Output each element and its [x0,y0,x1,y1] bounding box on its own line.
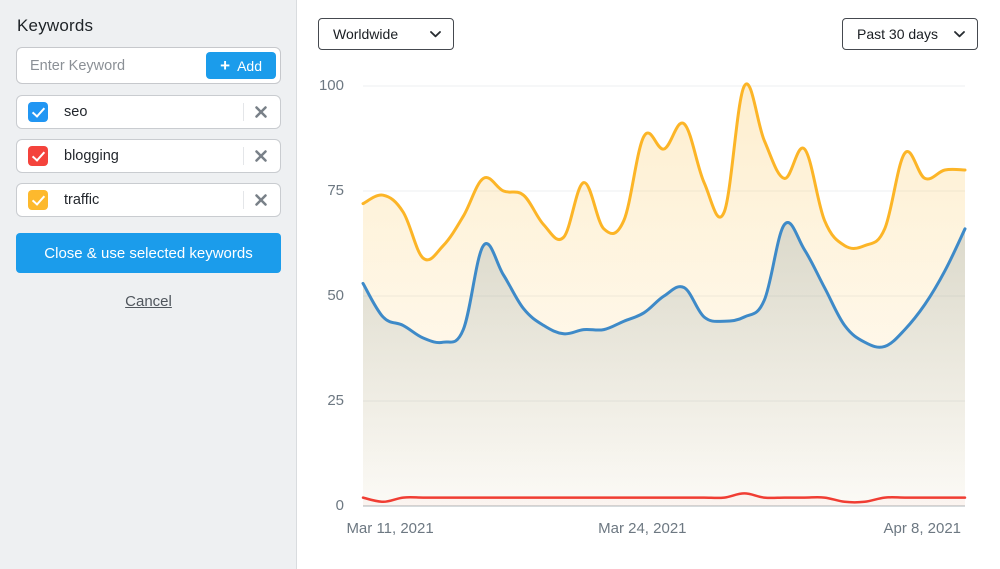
remove-x-icon [255,194,267,206]
remove-keyword-button[interactable] [249,144,273,168]
y-axis-tick-label: 100 [318,77,344,94]
keyword-input-group: + Add [16,47,281,84]
keywords-panel: Keywords + Add seo blogging [0,0,297,569]
x-axis-tick-label: Mar 24, 2021 [598,520,687,537]
series-blogging-area [363,493,965,506]
keyword-list: seo blogging traffic [16,95,281,217]
row-divider [243,103,244,121]
x-axis-tick-label: Mar 11, 2021 [346,520,434,537]
keyword-checkbox[interactable] [28,146,48,166]
chart-canvas [361,82,967,507]
date-range-dropdown-value: Past 30 days [857,26,938,42]
add-button-label: Add [237,57,262,74]
keyword-row: blogging [16,139,281,173]
checkmark-icon [31,148,45,162]
remove-x-icon [255,150,267,162]
main-panel: Worldwide Past 30 days 0 25 50 75 100 Mar 11… [298,0,1000,569]
region-dropdown-value: Worldwide [333,26,399,42]
row-divider [243,191,244,209]
keyword-label: seo [64,104,88,120]
keyword-row: seo [16,95,281,129]
y-axis-tick-label: 25 [327,392,344,409]
panel-title: Keywords [17,16,94,35]
x-axis-tick-label: Apr 8, 2021 [883,520,962,537]
y-axis-tick-label: 75 [327,182,344,199]
date-range-dropdown[interactable]: Past 30 days [842,18,978,50]
series-traffic-line [361,82,967,262]
keyword-input[interactable] [17,48,208,83]
add-keyword-button[interactable]: + Add [206,52,276,79]
y-axis: 0 25 50 75 100 [298,77,344,514]
keyword-row: traffic [16,183,281,217]
remove-x-icon [255,106,267,118]
chevron-down-icon [954,30,965,37]
plus-icon: + [220,55,231,75]
checkmark-icon [31,192,45,206]
checkmark-icon [31,104,45,118]
remove-keyword-button[interactable] [249,188,273,212]
row-divider [243,147,244,165]
series-blogging-line [361,492,967,504]
trends-chart[interactable]: Mar 11, 2021 Mar 24, 2021 Apr 8, 2021 [346,82,967,537]
keyword-checkbox[interactable] [28,102,48,122]
cancel-link[interactable]: Cancel [125,293,172,310]
region-dropdown[interactable]: Worldwide [318,18,454,50]
keyword-checkbox[interactable] [28,190,48,210]
y-axis-tick-label: 0 [335,497,344,514]
series-seo-line [361,221,967,349]
y-axis-tick-label: 50 [327,287,344,304]
keyword-label: blogging [64,148,119,164]
chevron-down-icon [430,30,441,37]
close-use-keywords-button[interactable]: Close & use selected keywords [16,233,281,273]
keyword-label: traffic [64,192,100,208]
remove-keyword-button[interactable] [249,100,273,124]
